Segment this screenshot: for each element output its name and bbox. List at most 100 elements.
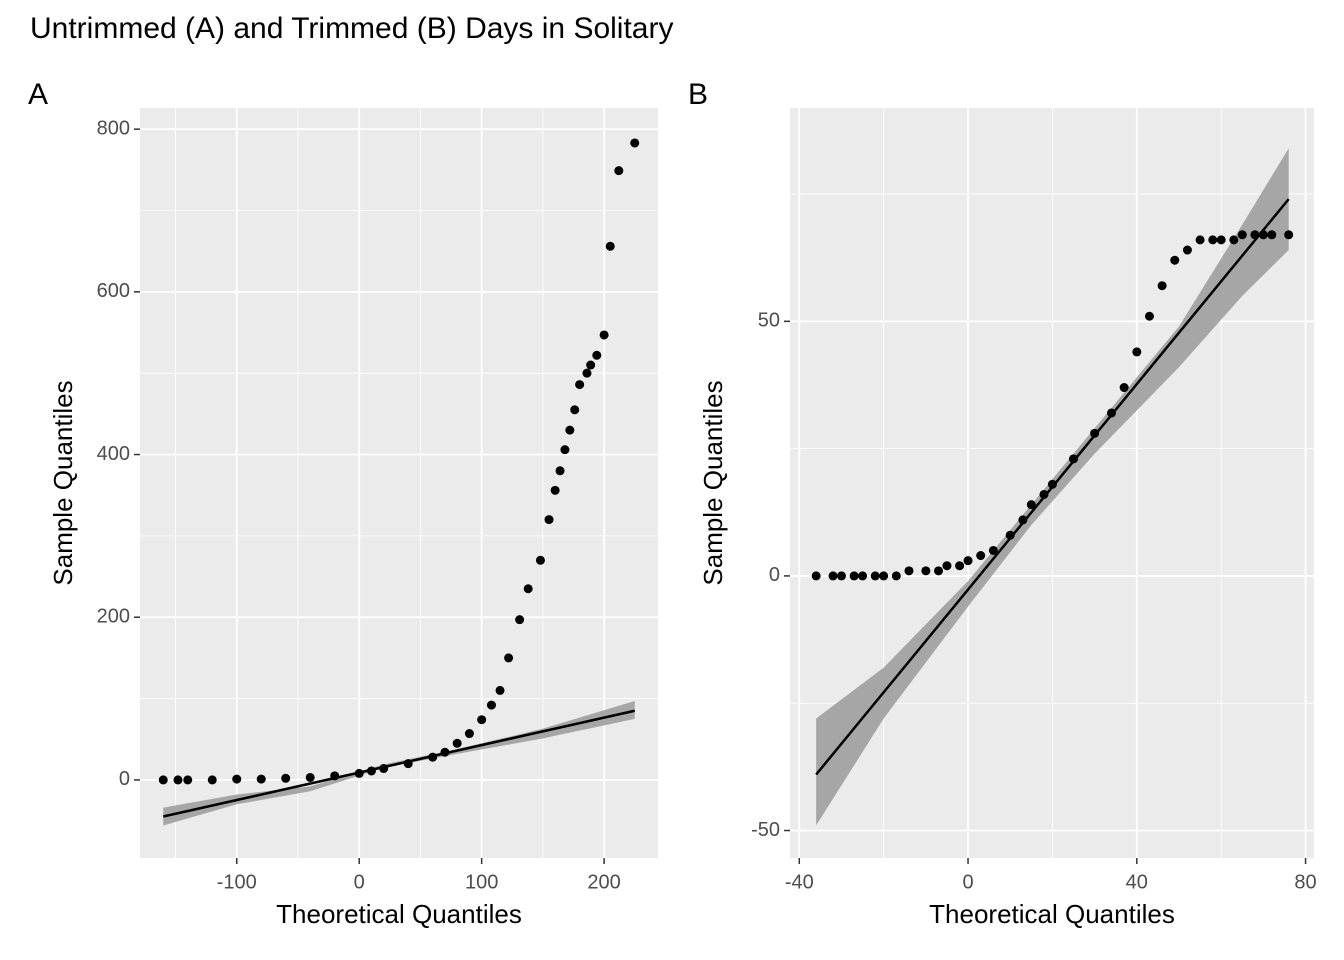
point xyxy=(976,551,986,561)
point xyxy=(560,445,570,455)
point xyxy=(988,545,998,555)
point xyxy=(523,584,533,594)
point xyxy=(870,571,880,581)
y-tick-label: -50 xyxy=(751,819,780,841)
point xyxy=(1144,311,1154,321)
point xyxy=(891,571,901,581)
point xyxy=(1216,235,1226,245)
x-tick-label: 0 xyxy=(354,871,365,893)
point xyxy=(1237,230,1247,240)
point xyxy=(1005,530,1015,540)
point xyxy=(599,330,609,340)
point xyxy=(1069,454,1079,464)
point xyxy=(1170,255,1180,265)
x-axis-title: Theoretical Quantiles xyxy=(276,899,522,929)
point xyxy=(379,764,389,774)
point xyxy=(630,138,640,148)
point xyxy=(1208,235,1218,245)
plot-panel xyxy=(140,108,658,858)
x-tick-label: 80 xyxy=(1294,871,1316,893)
y-tick-label: 400 xyxy=(97,443,130,465)
point xyxy=(1182,245,1192,255)
point xyxy=(963,556,973,566)
panel-tag: B xyxy=(688,78,708,111)
point xyxy=(555,466,565,476)
point xyxy=(1026,500,1036,510)
y-tick-label: 50 xyxy=(758,310,780,332)
point xyxy=(879,571,889,581)
point xyxy=(828,571,838,581)
point xyxy=(570,405,580,415)
point xyxy=(403,759,413,769)
x-tick-label: -40 xyxy=(785,871,814,893)
point xyxy=(183,775,193,785)
point xyxy=(836,571,846,581)
point xyxy=(305,772,315,782)
point xyxy=(1229,235,1239,245)
panel-tag: A xyxy=(28,78,48,111)
point xyxy=(1090,428,1100,438)
point xyxy=(858,571,868,581)
point xyxy=(544,515,554,525)
point xyxy=(452,738,462,748)
y-axis-title: Sample Quantiles xyxy=(698,380,728,585)
point xyxy=(1106,408,1116,418)
x-axis-title: Theoretical Quantiles xyxy=(929,899,1175,929)
point xyxy=(1047,479,1057,489)
chart-title: Untrimmed (A) and Trimmed (B) Days in So… xyxy=(30,12,673,45)
point xyxy=(1119,383,1129,393)
y-tick-label: 800 xyxy=(97,117,130,139)
point xyxy=(605,241,615,251)
point xyxy=(934,566,944,576)
point xyxy=(173,775,183,785)
x-tick-label: -100 xyxy=(217,871,257,893)
point xyxy=(207,775,217,785)
point xyxy=(366,766,376,776)
point xyxy=(1258,230,1268,240)
point xyxy=(575,380,585,390)
point xyxy=(515,615,525,625)
point xyxy=(586,360,596,370)
point xyxy=(614,166,624,176)
point xyxy=(550,485,560,495)
point xyxy=(582,368,592,378)
point xyxy=(1250,230,1260,240)
y-tick-label: 0 xyxy=(119,768,130,790)
point xyxy=(464,729,474,739)
point xyxy=(256,774,266,784)
fit-line xyxy=(162,709,636,818)
point xyxy=(1195,235,1205,245)
y-axis-title: Sample Quantiles xyxy=(48,380,78,585)
point xyxy=(440,747,450,757)
point xyxy=(281,773,291,783)
point xyxy=(158,775,168,785)
y-tick-label: 600 xyxy=(97,280,130,302)
x-tick-label: 0 xyxy=(962,871,973,893)
x-tick-label: 100 xyxy=(465,871,498,893)
point xyxy=(1284,230,1294,240)
point xyxy=(428,752,438,762)
point xyxy=(1039,489,1049,499)
point xyxy=(232,774,242,784)
point xyxy=(849,571,859,581)
point xyxy=(495,685,505,695)
point xyxy=(592,350,602,360)
point xyxy=(942,561,952,571)
point xyxy=(330,771,340,781)
x-tick-label: 200 xyxy=(587,871,620,893)
point xyxy=(565,425,575,435)
point xyxy=(354,768,364,778)
point xyxy=(955,561,965,571)
point xyxy=(477,715,487,725)
point xyxy=(486,700,496,710)
point xyxy=(1267,230,1277,240)
point xyxy=(904,566,914,576)
point xyxy=(811,571,821,581)
point xyxy=(535,555,545,565)
point xyxy=(1018,515,1028,525)
point xyxy=(504,653,514,663)
y-tick-label: 0 xyxy=(769,564,780,586)
point xyxy=(921,566,931,576)
point xyxy=(1132,347,1142,357)
